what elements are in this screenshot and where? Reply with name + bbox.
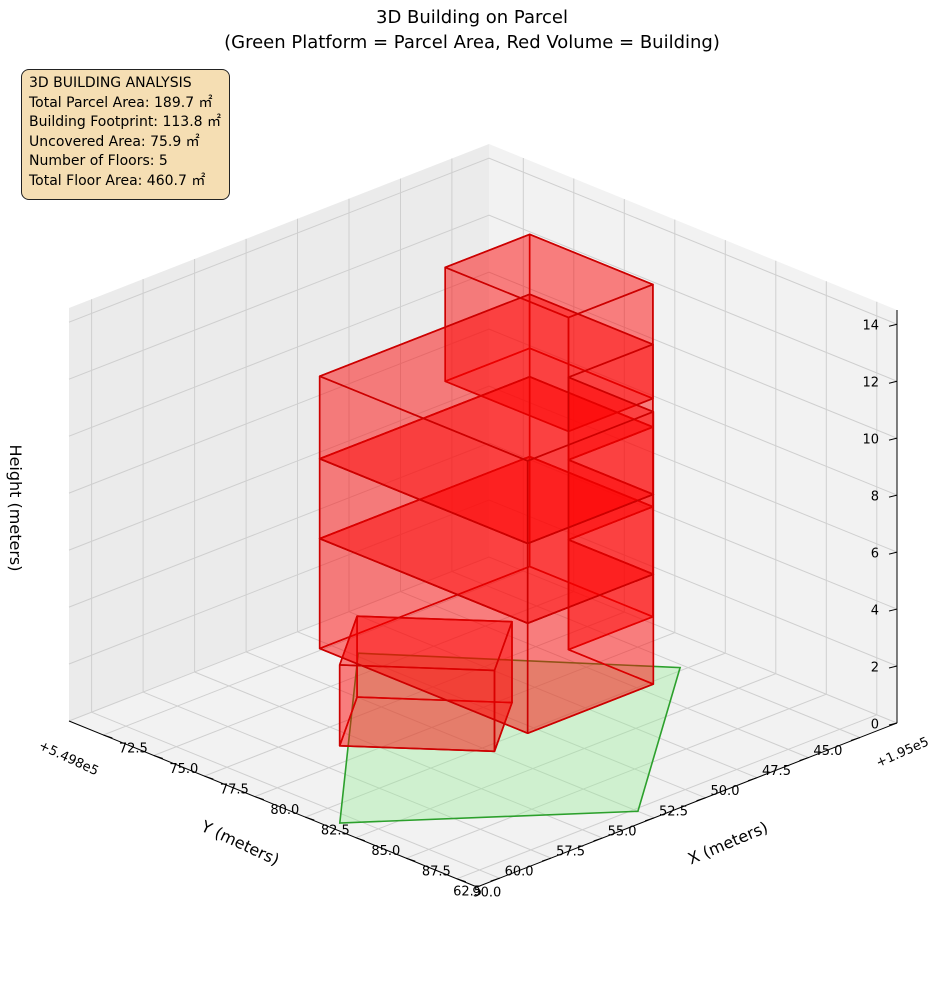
- y-tick-label: 52.5: [659, 804, 688, 819]
- x-tick-label: 85.0: [371, 844, 400, 859]
- y-tick-mark: [490, 877, 500, 882]
- z-tick-mark: [888, 323, 898, 327]
- x-axis-label: X (meters): [685, 818, 771, 869]
- grid-line-z: [68, 385, 898, 553]
- z-tick-label: 10: [862, 433, 879, 448]
- z-tick-mark: [888, 551, 898, 555]
- y-tick-label: 45.0: [813, 744, 842, 759]
- z-tick-mark: [888, 437, 898, 441]
- parcel-platform: [338, 652, 682, 824]
- x-tick-mark: [153, 755, 163, 759]
- back-pane-xz: [489, 144, 897, 723]
- x-tick-label: 80.0: [270, 803, 299, 818]
- z-tick-label: 6: [871, 547, 879, 562]
- y-tick-label: 57.5: [556, 845, 585, 860]
- z-tick-mark: [888, 722, 898, 726]
- x-tick-label: 77.5: [220, 783, 249, 798]
- grid-line-z: [68, 556, 898, 724]
- x-tick-mark: [406, 857, 416, 862]
- x-tick-label: 87.5: [422, 865, 451, 880]
- building-layer: [318, 233, 655, 753]
- x-tick-mark: [305, 816, 315, 821]
- x-tick-label: 72.5: [119, 742, 148, 757]
- z-tick-label: 12: [862, 376, 879, 391]
- axis-panes: [69, 144, 897, 887]
- z-axis-label: Height (meters): [6, 445, 25, 572]
- y-tick-mark: [696, 797, 706, 802]
- y-tick-mark: [593, 837, 603, 842]
- x-tick-mark: [204, 775, 214, 780]
- y-tick-label: 50.0: [711, 784, 740, 799]
- chart-title: 3D Building on Parcel: [376, 7, 568, 28]
- x-tick-mark: [254, 796, 264, 801]
- z-tick-mark: [888, 494, 898, 498]
- y-axis-label: Y (meters): [197, 816, 282, 869]
- y-tick-label: 47.5: [762, 764, 791, 779]
- grid-line-z: [68, 214, 898, 382]
- y-tick-mark: [541, 857, 552, 862]
- info-total-parcel-area: Total Parcel Area: 189.7 ㎡: [29, 94, 213, 111]
- building-floor-side-4: [526, 410, 655, 545]
- tick-marks: [103, 323, 898, 883]
- x-offset-label: +1.95e5: [874, 735, 931, 772]
- y-tick-mark: [644, 817, 655, 822]
- grid-line-z: [68, 499, 898, 667]
- parcel-layer: [338, 652, 682, 824]
- grid-line-z: [68, 157, 898, 325]
- y-tick-label: 55.0: [608, 824, 637, 839]
- z-tick-label: 2: [871, 661, 879, 676]
- x-tick-label: 82.5: [321, 824, 350, 839]
- z-tick-mark: [888, 608, 898, 612]
- info-building-footprint: Building Footprint: 113.8 ㎡: [29, 114, 222, 131]
- building-floor-side-1: [338, 664, 496, 753]
- back-pane-yz: [69, 144, 489, 721]
- y-tick-mark: [747, 777, 758, 782]
- grid-line-z: [68, 328, 898, 496]
- info-total-floor-area: Total Floor Area: 460.7 ㎡: [29, 172, 206, 189]
- info-header: 3D BUILDING ANALYSIS: [29, 75, 192, 91]
- info-uncovered-area: Uncovered Area: 75.9 ㎡: [29, 133, 200, 150]
- z-tick-label: 8: [871, 490, 879, 505]
- building-floor-side-5: [567, 283, 654, 433]
- grid-line-z: [68, 442, 898, 610]
- floor-pane: [69, 557, 897, 887]
- info-number-of-floors: Number of Floors: 5: [29, 153, 168, 170]
- tick-labels: 72.5 75.0 77.5 80.0 82.5 85.0 87.5 90.0 45.0 47.5…: [119, 319, 879, 901]
- y-offset-label: +5.498e5: [36, 738, 101, 779]
- z-tick-label: 14: [862, 319, 879, 334]
- x-tick-mark: [456, 878, 466, 883]
- y-tick-mark: [850, 736, 861, 741]
- grid-lines: [68, 157, 898, 880]
- z-tick-label: 4: [871, 604, 879, 619]
- z-tick-mark: [888, 380, 898, 384]
- x-tick-mark: [103, 734, 113, 739]
- grid-line-z: [68, 271, 898, 439]
- y-tick-label: 62.5: [453, 885, 482, 900]
- x-tick-label: 90.0: [472, 885, 501, 900]
- y-tick-label: 60.0: [505, 865, 534, 880]
- analysis-info-box: 3D BUILDING ANALYSIS Total Parcel Area: …: [21, 69, 230, 200]
- z-tick-label: 0: [871, 718, 879, 733]
- x-tick-label: 75.0: [169, 762, 198, 777]
- x-tick-mark: [355, 837, 365, 842]
- z-tick-mark: [888, 665, 898, 669]
- chart-subtitle: (Green Platform = Parcel Area, Red Volum…: [224, 32, 720, 53]
- y-tick-mark: [799, 757, 809, 762]
